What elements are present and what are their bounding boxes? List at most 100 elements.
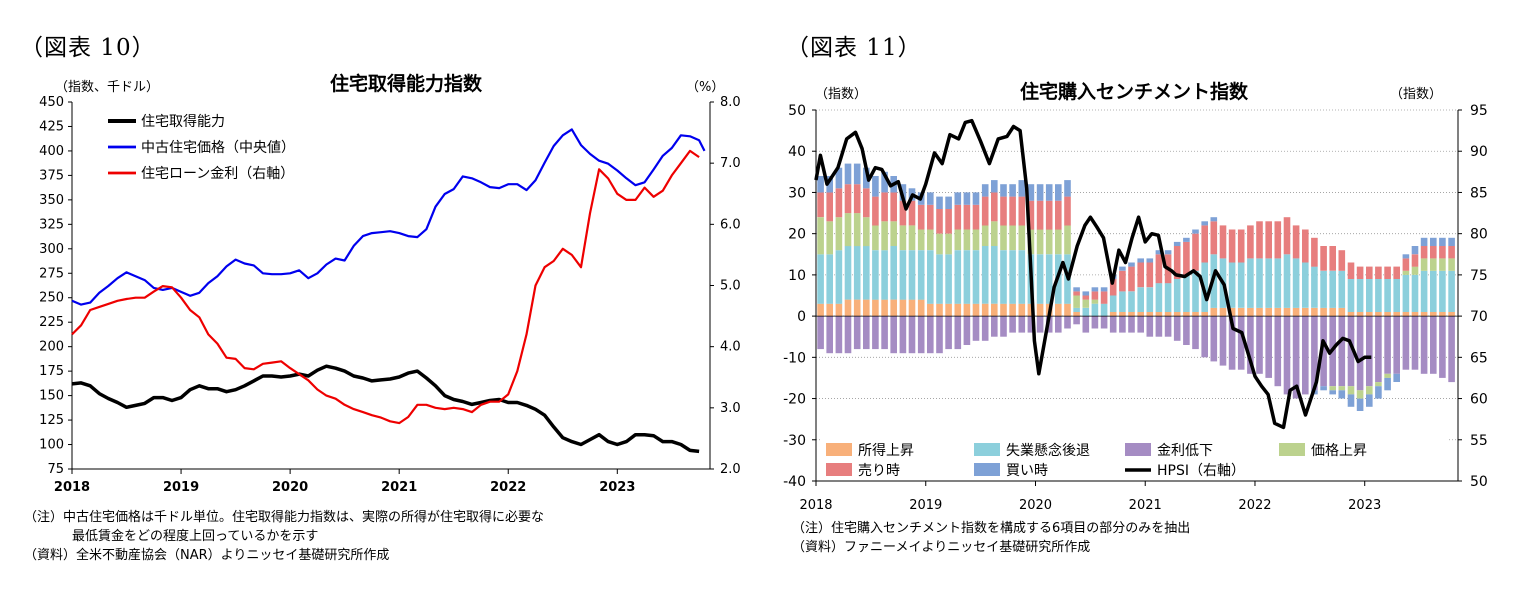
chart2-bar-0 xyxy=(1366,312,1373,317)
chart2-bar-1 xyxy=(1173,279,1181,312)
chart1-right-tick-label: 6.0 xyxy=(720,217,741,232)
chart2-bar-5 xyxy=(1155,250,1163,255)
chart2-bar-3 xyxy=(872,225,879,251)
chart2-bar-1 xyxy=(1292,258,1300,308)
chart2-bar-0 xyxy=(1356,312,1364,317)
chart2-bar-5 xyxy=(872,176,879,197)
chart2-legend-swatch xyxy=(1279,443,1305,456)
chart1-left-tick-label: 250 xyxy=(39,291,64,306)
chart2-bar-3 xyxy=(1420,258,1428,271)
chart2-bar-4 xyxy=(1018,196,1026,226)
chart2-bar-5 xyxy=(1137,258,1144,263)
chart2-bar-1 xyxy=(1155,283,1163,312)
chart2-legend-swatch xyxy=(826,463,852,476)
chart2-legend-label: HPSI（右軸） xyxy=(1157,463,1245,479)
chart2-bar-1 xyxy=(1356,279,1364,312)
chart1-right-tick-label: 3.0 xyxy=(720,401,741,416)
chart2-bar-1 xyxy=(927,250,934,304)
chart2-bar-4 xyxy=(1375,266,1382,279)
chart2-bar-3 xyxy=(890,221,897,246)
chart2-bar-0 xyxy=(1338,307,1346,317)
chart2-bar-4 xyxy=(1210,221,1218,255)
chart2-bar-1 xyxy=(1128,291,1135,312)
chart2-bar-5 xyxy=(1201,221,1208,226)
chart2-bar-3 xyxy=(853,213,861,247)
figure10-note-2: 最低賃金をどの程度上回っているかを示す xyxy=(72,529,319,544)
chart2-bar-4 xyxy=(1347,262,1355,279)
chart2-bar-5 xyxy=(991,180,998,193)
chart2-bar-1 xyxy=(835,250,843,304)
chart2-bar-2 xyxy=(908,316,916,354)
housing-affordability-chart: 住宅取得能力指数 （指数、千ドル） （%） 75 100 125 150 175 200 2… xyxy=(39,72,741,495)
chart2-left-tick-label: -10 xyxy=(783,350,806,366)
chart2-bar-1 xyxy=(1073,307,1080,312)
chart1-left-tick-label: 175 xyxy=(39,364,64,379)
chart2-bar-0 xyxy=(817,303,824,317)
chart2-left-tick-label: 20 xyxy=(788,227,806,243)
chart2-stacked-bars xyxy=(817,163,1455,411)
chart2-left-tick-label: -40 xyxy=(783,474,806,490)
chart2-left-tick-label: 40 xyxy=(788,144,806,160)
chart2-bar-3 xyxy=(1448,258,1455,271)
chart2-legend-label: 価格上昇 xyxy=(1311,443,1367,459)
chart2-bar-3 xyxy=(927,229,934,251)
chart2-bar-1 xyxy=(872,250,879,300)
chart2-bar-1 xyxy=(917,250,925,300)
chart1-left-tick-label: 300 xyxy=(39,242,64,257)
chart2-bar-5 xyxy=(1375,386,1382,399)
chart1-left-tick-label: 450 xyxy=(39,95,64,110)
chart2-bar-5 xyxy=(1091,287,1099,292)
chart2-bar-0 xyxy=(826,303,833,317)
chart2-bar-1 xyxy=(844,246,852,300)
chart2-bar-4 xyxy=(817,192,824,218)
chart2-bar-4 xyxy=(1320,246,1327,271)
chart2-bar-2 xyxy=(1283,316,1291,395)
chart2-legend-swatch xyxy=(826,443,852,456)
chart2-left-axis-unit: （指数） xyxy=(815,87,867,102)
chart2-bar-5 xyxy=(1356,398,1364,411)
chart2-bar-3 xyxy=(1329,386,1336,391)
chart1-right-tick-label: 4.0 xyxy=(720,340,741,355)
chart2-bar-4 xyxy=(1448,246,1455,259)
chart2-bar-2 xyxy=(1183,316,1190,345)
chart2-bar-2 xyxy=(826,316,833,354)
chart2-bar-2 xyxy=(1146,316,1154,337)
chart2-bar-5 xyxy=(1439,237,1446,246)
chart2-bar-4 xyxy=(1430,246,1437,259)
chart2-bar-2 xyxy=(1109,316,1117,333)
chart2-legend-label: 所得上昇 xyxy=(858,442,914,459)
chart2-bar-1 xyxy=(817,254,824,304)
chart2-bar-2 xyxy=(963,316,971,345)
chart2-bar-0 xyxy=(1164,312,1172,317)
chart1-x-tick-label: 2022 xyxy=(490,480,526,495)
figure10-notes: （注）中古住宅価格は千ドル単位。住宅取得能力指数は、実際の所得が住宅取得に必要な… xyxy=(24,508,544,565)
chart2-right-tick-label: 70 xyxy=(1470,309,1488,325)
chart1-left-tick-label: 125 xyxy=(39,413,64,428)
chart2-bar-2 xyxy=(972,316,980,341)
chart2-bar-1 xyxy=(1109,295,1117,312)
chart2-bar-5 xyxy=(1393,373,1400,382)
chart2-bar-3 xyxy=(1439,258,1446,271)
chart2-bar-3 xyxy=(826,221,833,255)
chart2-bar-1 xyxy=(1192,270,1199,312)
chart2-bar-5 xyxy=(1082,291,1090,296)
chart2-bar-2 xyxy=(1027,316,1035,333)
chart2-bar-5 xyxy=(1000,184,1007,197)
chart2-x-tick-label: 2022 xyxy=(1238,498,1271,513)
chart2-bar-2 xyxy=(1338,316,1346,387)
chart2-bar-0 xyxy=(963,303,971,317)
chart2-bar-4 xyxy=(936,208,943,234)
chart2-bar-5 xyxy=(963,192,971,205)
chart2-bar-2 xyxy=(1000,316,1007,337)
chart2-bar-5 xyxy=(936,196,943,209)
chart2-right-tick-label: 60 xyxy=(1470,392,1488,408)
chart2-bar-4 xyxy=(1384,266,1391,279)
chart2-bar-4 xyxy=(1329,246,1336,271)
chart2-bar-5 xyxy=(817,176,824,193)
chart2-bar-2 xyxy=(881,316,888,350)
chart2-bar-0 xyxy=(1329,307,1336,317)
chart2-bar-5 xyxy=(1073,287,1080,292)
chart2-bar-0 xyxy=(945,303,952,317)
chart2-bar-4 xyxy=(981,196,989,226)
chart2-bar-4 xyxy=(853,184,861,214)
